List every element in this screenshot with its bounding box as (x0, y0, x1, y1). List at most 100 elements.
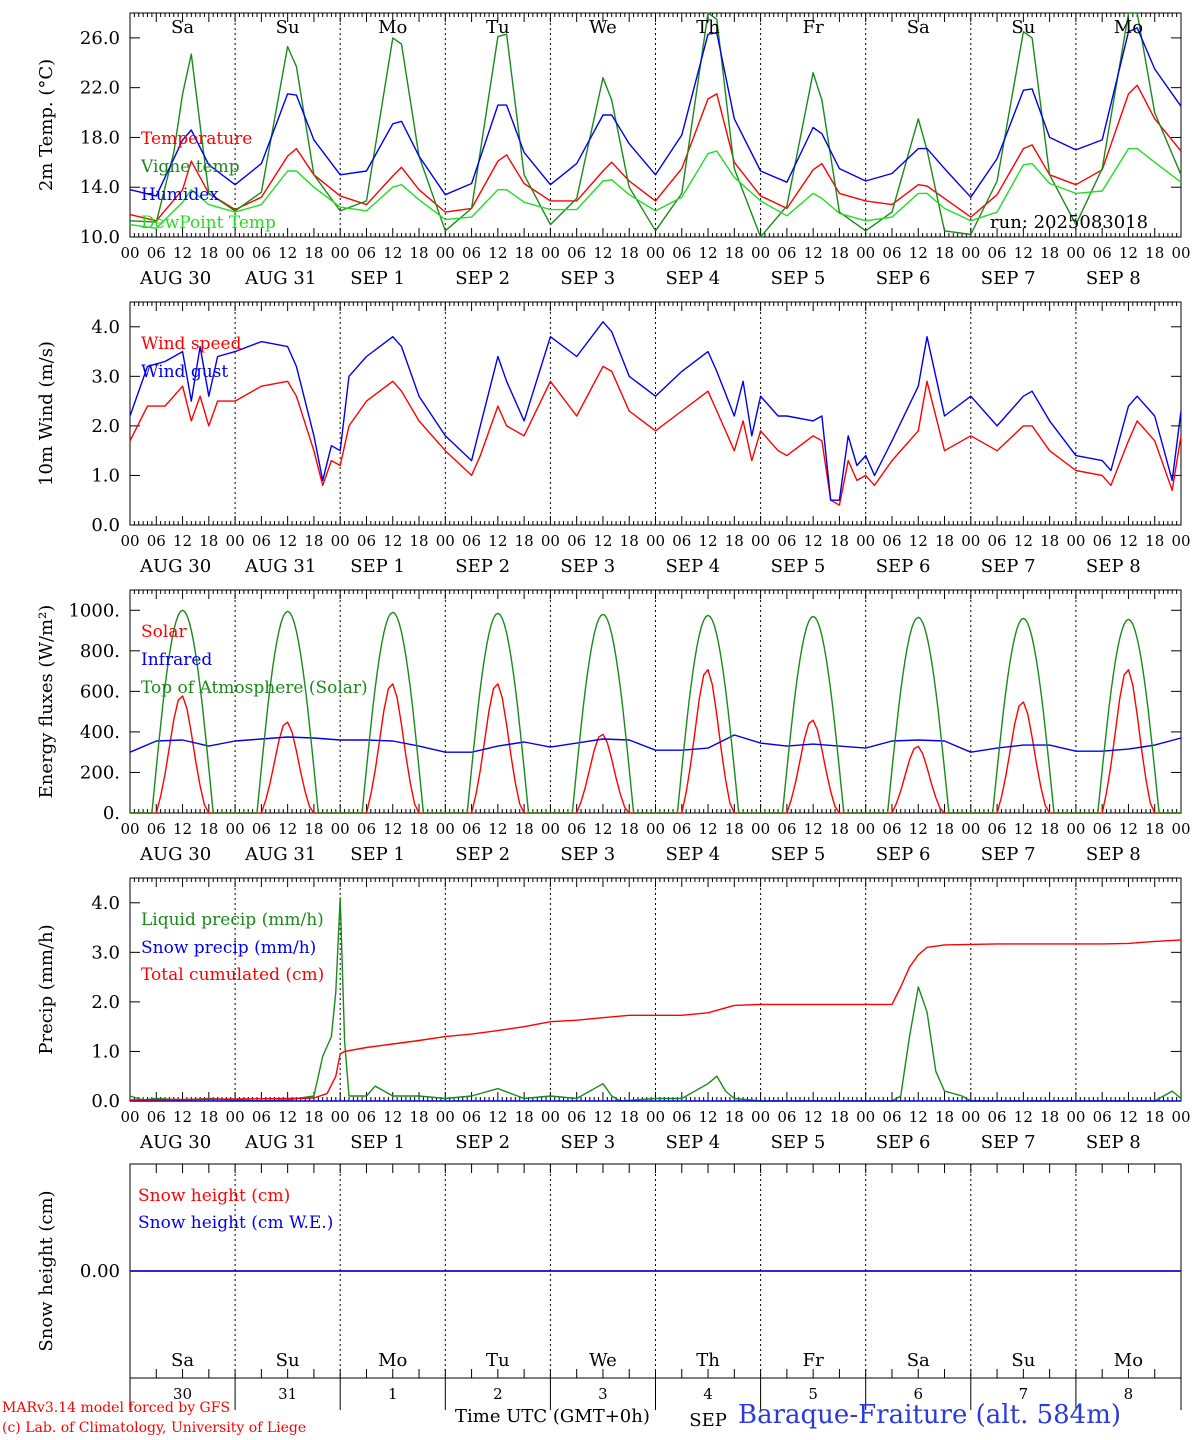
hour-tick-label: 00 (226, 820, 245, 838)
hour-tick-label: 00 (436, 1108, 455, 1126)
hour-tick-label: 12 (1014, 532, 1033, 550)
hour-tick-label: 18 (1040, 244, 1059, 262)
y-tick-label: 10.0 (80, 227, 120, 248)
hour-tick-label: 00 (646, 532, 665, 550)
legend-entry: Solar (141, 622, 187, 642)
hour-tick-label: 18 (1040, 820, 1059, 838)
hour-tick-label: 18 (830, 1108, 849, 1126)
hour-tick-label: 18 (409, 244, 428, 262)
hour-tick-label: 18 (1145, 820, 1164, 838)
hour-tick-label: 12 (909, 532, 928, 550)
hour-tick-label: 00 (226, 244, 245, 262)
hour-tick-label: 00 (856, 244, 875, 262)
hour-tick-label: 18 (1145, 244, 1164, 262)
hour-tick-label: 06 (988, 820, 1007, 838)
hour-tick-label: 12 (593, 244, 612, 262)
hour-tick-label: 06 (988, 244, 1007, 262)
hour-tick-label: 00 (331, 244, 350, 262)
hour-tick-label: 18 (935, 1108, 954, 1126)
weekday-label: Th (696, 1350, 720, 1371)
hour-tick-label: 12 (699, 244, 718, 262)
hour-tick-label: 18 (304, 532, 323, 550)
y-tick-label: 800. (80, 641, 120, 662)
hour-tick-label: 06 (672, 244, 691, 262)
run-annotation: run: 2025083018 (990, 212, 1148, 233)
hour-tick-label: 00 (961, 820, 980, 838)
series-total-cumulated-cm-line (129, 939, 1182, 1101)
hour-tick-label: 12 (909, 1108, 928, 1126)
hour-tick-label: 12 (699, 1108, 718, 1126)
hour-tick-label: 00 (646, 1108, 665, 1126)
date-label: SEP 2 (455, 844, 510, 865)
hour-tick-label: 00 (1066, 1108, 1085, 1126)
station-label: Baraque-Fraiture (alt. 584m) (738, 1400, 1122, 1430)
date-label: AUG 30 (139, 268, 211, 289)
date-label: SEP 5 (771, 1132, 826, 1153)
weekday-label: Su (1011, 17, 1035, 38)
hour-tick-label: 06 (1093, 244, 1112, 262)
hour-tick-label: 18 (725, 820, 744, 838)
day-number-label: 6 (913, 1385, 923, 1403)
hour-tick-label: 06 (147, 820, 166, 838)
y-axis-label: 10m Wind (m/s) (36, 341, 57, 486)
hour-tick-label: 06 (462, 532, 481, 550)
hour-tick-label: 06 (1093, 1108, 1112, 1126)
date-label: SEP 3 (560, 556, 615, 577)
y-axis-label: Snow height (cm) (36, 1190, 57, 1351)
hour-tick-label: 18 (830, 532, 849, 550)
hour-tick-label: 06 (357, 244, 376, 262)
date-label: SEP 8 (1086, 1132, 1141, 1153)
hour-tick-label: 18 (409, 532, 428, 550)
date-label: AUG 31 (244, 268, 316, 289)
hour-tick-label: 18 (1145, 1108, 1164, 1126)
hour-tick-label: 12 (1119, 244, 1138, 262)
hour-tick-label: 00 (120, 820, 139, 838)
hour-tick-label: 18 (620, 1108, 639, 1126)
weekday-label: Fr (803, 1350, 824, 1371)
hour-tick-label: 06 (147, 532, 166, 550)
legend-entry: Wind gust (141, 362, 228, 382)
hour-tick-label: 06 (252, 244, 271, 262)
y-tick-label: 18.0 (80, 127, 120, 148)
y-axis-label: Precip (mm/h) (36, 924, 57, 1054)
hour-tick-label: 12 (383, 532, 402, 550)
hour-tick-label: 00 (856, 1108, 875, 1126)
series-vigne-temp-line (129, 12, 1182, 238)
hour-tick-label: 18 (725, 1108, 744, 1126)
hour-tick-label: 00 (436, 532, 455, 550)
weekday-label: Su (276, 1350, 300, 1371)
hour-tick-label: 12 (278, 820, 297, 838)
hour-tick-label: 18 (620, 532, 639, 550)
hour-tick-label: 06 (252, 532, 271, 550)
hour-tick-label: 00 (751, 1108, 770, 1126)
hour-tick-label: 00 (856, 532, 875, 550)
hour-tick-label: 18 (935, 820, 954, 838)
date-label: SEP 8 (1086, 268, 1141, 289)
hour-tick-label: 12 (909, 820, 928, 838)
hour-tick-label: 00 (541, 244, 560, 262)
weekday-label: We (589, 1350, 617, 1371)
hour-tick-label: 00 (856, 820, 875, 838)
series-top-of-atmosphere-solar-line (130, 609, 1181, 814)
month-label: SEP (689, 1410, 727, 1431)
hour-tick-label: 06 (567, 820, 586, 838)
y-tick-label: 400. (80, 722, 120, 743)
hour-tick-label: 06 (462, 244, 481, 262)
hour-tick-label: 06 (672, 820, 691, 838)
weekday-label: Sa (907, 1350, 930, 1371)
weekday-label: Sa (171, 17, 194, 38)
series-temperature-line (129, 84, 1182, 222)
hour-tick-label: 06 (882, 820, 901, 838)
legend-entry: Liquid precip (mm/h) (141, 910, 324, 930)
date-label: SEP 4 (666, 556, 721, 577)
weekday-label: Su (276, 17, 300, 38)
hour-tick-label: 06 (252, 1108, 271, 1126)
y-tick-label: 4.0 (91, 893, 120, 914)
hour-tick-label: 12 (278, 1108, 297, 1126)
hour-tick-label: 06 (777, 244, 796, 262)
hour-tick-label: 00 (1066, 820, 1085, 838)
y-tick-label: 4.0 (91, 317, 120, 338)
hour-tick-label: 00 (1066, 532, 1085, 550)
series-wind-speed-line (129, 365, 1182, 506)
